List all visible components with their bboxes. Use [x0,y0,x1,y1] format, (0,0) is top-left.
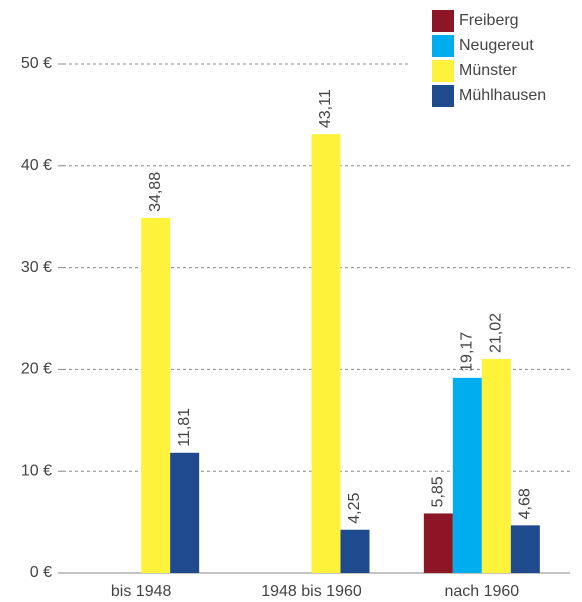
y-tick-label: 30 € [21,259,52,276]
x-tick-label: nach 1960 [444,583,519,600]
y-tick-label: 40 € [21,157,52,174]
y-tick-label: 50 € [21,55,52,72]
legend-label: Münster [459,62,517,79]
bar [311,134,341,573]
y-tick-label: 0 € [30,564,52,581]
value-label: 43,11 [317,89,334,128]
legend-label: Freiberg [459,12,519,29]
legend-swatch [432,85,454,107]
bar [423,513,453,573]
value-label: 21,02 [488,313,505,353]
bar [141,217,171,573]
legend-swatch [432,35,454,57]
value-label: 11,81 [176,408,193,447]
legend-swatch [432,60,454,82]
value-label: 5,85 [430,476,447,507]
value-label: 4,25 [346,492,363,523]
legend-label: Neugereut [459,37,534,54]
y-tick-label: 20 € [21,361,52,378]
value-label: 19,17 [459,332,476,372]
legend-label: Mühlhausen [459,87,546,104]
x-tick-label: 1948 bis 1960 [261,583,362,600]
y-tick-label: 10 € [21,462,52,479]
x-tick-label: bis 1948 [111,583,172,600]
bar [481,359,511,573]
value-label: 4,68 [517,488,534,519]
bar [510,525,540,573]
legend-swatch [432,10,454,32]
bar [170,452,200,573]
bar [340,529,370,573]
value-label: 34,88 [147,172,164,212]
bar [452,377,482,573]
